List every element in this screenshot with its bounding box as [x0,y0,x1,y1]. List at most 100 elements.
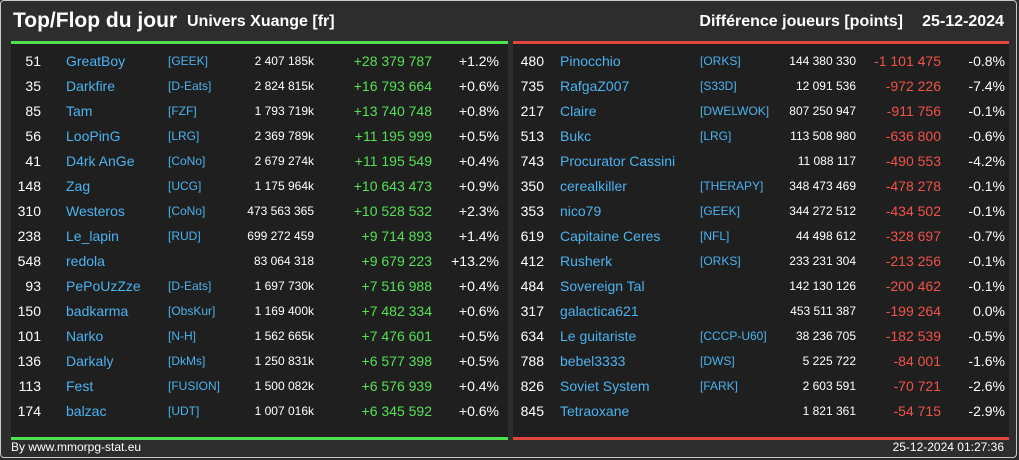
player-name-link[interactable]: Procurator Cassini [560,153,676,169]
total-points-cell: 2 679 274k [254,154,314,168]
diff-points-cell: -1 101 475 [874,53,941,69]
diff-points-cell: -478 278 [885,178,941,194]
total-points-cell: 344 272 512 [789,204,856,218]
alliance-tag-link[interactable]: [CoNo] [168,204,206,218]
alliance-tag-link[interactable]: [S33D] [700,79,737,93]
player-name-link[interactable]: PePoUzZze [66,278,141,294]
player-name-link[interactable]: Tetraoxane [560,403,630,419]
diff-points-cell: +6 576 939 [361,378,432,394]
alliance-tag-link[interactable]: [THERAPY] [700,179,764,193]
player-name-link[interactable]: Capitaine Ceres [560,228,661,244]
player-name-link[interactable]: cerealkiller [560,178,627,194]
alliance-tag-link[interactable]: [LRG] [168,129,200,143]
alliance-tag-link[interactable]: [FUSION] [168,379,221,393]
player-name-link[interactable]: Claire [560,103,597,119]
diff-points-cell: -54 715 [893,403,941,419]
alliance-tag-link[interactable]: [DWS] [700,354,735,368]
player-name-link[interactable]: badkarma [66,303,129,319]
player-name-link[interactable]: Pinocchio [560,53,621,69]
flop-row: 619 Capitaine Ceres [NFL] 44 498 612 -328 69… [513,224,1009,249]
player-name-link[interactable]: galactica621 [560,303,639,319]
diff-points-cell: +13 740 748 [353,103,432,119]
page-title: Top/Flop du jour [13,9,178,32]
player-name-link[interactable]: balzac [66,403,107,419]
player-name-link[interactable]: D4rk AnGe [66,153,135,169]
player-name-link[interactable]: redola [66,253,105,269]
total-points-cell: 2 407 185k [254,54,314,68]
alliance-tag-link[interactable]: [GEEK] [168,54,209,68]
player-name-link[interactable]: Darkaly [66,353,114,369]
player-name-link[interactable]: Soviet System [560,378,650,394]
player-name-link[interactable]: Bukc [560,128,592,144]
diff-percent-cell: +0.5% [458,353,499,369]
player-name-link[interactable]: Westeros [66,203,125,219]
player-name-link[interactable]: RafgaZ007 [560,78,630,94]
metric-label: Différence joueurs [points] [699,13,903,30]
diff-percent-cell: -1.6% [968,353,1005,369]
total-points-cell: 1 821 361 [802,404,856,418]
rank-cell: 788 [520,353,544,369]
alliance-tag-link[interactable]: [DkMs] [168,354,206,368]
player-name-link[interactable]: LooPinG [66,128,121,144]
player-name-link[interactable]: Le_lapin [66,228,119,244]
total-points-cell: 1 175 964k [254,179,314,193]
diff-points-cell: -213 256 [885,253,941,269]
diff-points-cell: +10 643 473 [353,178,432,194]
alliance-tag-link[interactable]: [LRG] [700,129,732,143]
rank-cell: 35 [25,78,41,94]
player-name-link[interactable]: Zag [66,178,91,194]
alliance-tag-link[interactable]: [ORKS] [700,254,741,268]
total-points-cell: 233 231 304 [789,254,856,268]
player-name-link[interactable]: Le guitariste [560,328,637,344]
player-name-link[interactable]: Narko [66,328,104,344]
alliance-tag-link[interactable]: [N-H] [168,329,196,343]
alliance-tag-link[interactable]: [UCG] [168,179,202,193]
alliance-tag-link[interactable]: [ORKS] [700,54,741,68]
diff-percent-cell: +1.4% [458,228,499,244]
total-points-cell: 144 380 330 [789,54,856,68]
alliance-tag-link[interactable]: [CoNo] [168,154,206,168]
diff-points-cell: -972 226 [885,78,941,94]
player-name-link[interactable]: Rusherk [560,253,613,269]
player-name-link[interactable]: Sovereign Tal [560,278,645,294]
player-name-link[interactable]: GreatBoy [66,53,126,69]
alliance-tag-link[interactable]: [RUD] [168,229,201,243]
diff-points-cell: +16 793 664 [353,78,432,94]
rank-cell: 634 [520,328,544,344]
alliance-tag-link[interactable]: [NFL] [700,229,730,243]
player-name-link[interactable]: Tam [66,103,93,119]
flop-row: 353 nico79 [GEEK] 344 272 512 -434 502 -0.1% [513,199,1009,224]
alliance-tag-link[interactable]: [FZF] [168,104,197,118]
diff-percent-cell: +0.4% [458,278,499,294]
date-label: 25-12-2024 [922,13,1004,30]
flop-row: 317 galactica621 453 511 387 -199 264 0.0% [513,299,1009,324]
top-row: 51 GreatBoy [GEEK] 2 407 185k +28 379 787 +1.… [11,49,508,74]
diff-percent-cell: +0.8% [458,103,499,119]
player-name-link[interactable]: Fest [66,378,94,394]
alliance-tag-link[interactable]: [D-Eats] [168,279,212,293]
diff-percent-cell: -0.1% [968,103,1005,119]
alliance-tag-link[interactable]: [ObsKur] [168,304,216,318]
alliance-tag-link[interactable]: [UDT] [168,404,200,418]
alliance-tag-link[interactable]: [DWELWOK] [700,104,770,118]
alliance-tag-link[interactable]: [D-Eats] [168,79,212,93]
player-name-link[interactable]: Darkfire [66,78,116,94]
diff-percent-cell: +2.3% [458,203,499,219]
total-points-cell: 453 511 387 [790,304,856,318]
alliance-tag-link[interactable]: [CCCP-U60] [700,329,767,343]
player-name-link[interactable]: nico79 [560,203,602,219]
alliance-tag-link[interactable]: [FARK] [700,379,739,393]
flop-row: 788 bebel3333 [DWS] 5 225 722 -84 001 -1.6% [513,349,1009,374]
top-row: 93 PePoUzZze [D-Eats] 1 697 730k +7 516 988 +… [11,274,508,299]
diff-points-cell: -636 800 [885,128,941,144]
rank-cell: 735 [520,78,544,94]
player-name-link[interactable]: bebel3333 [560,353,626,369]
flop-row: 743 Procurator Cassini 11 088 117 -490 553 -… [513,149,1009,174]
diff-percent-cell: +0.6% [458,303,499,319]
top-row: 56 LooPinG [LRG] 2 369 789k +11 195 999 +0.5% [11,124,508,149]
diff-percent-cell: -0.5% [968,328,1005,344]
diff-percent-cell: +0.4% [458,378,499,394]
alliance-tag-link[interactable]: [GEEK] [700,204,741,218]
flop-row: 845 Tetraoxane 1 821 361 -54 715 -2.9% [513,399,1009,424]
total-points-cell: 11 088 117 [797,154,856,168]
